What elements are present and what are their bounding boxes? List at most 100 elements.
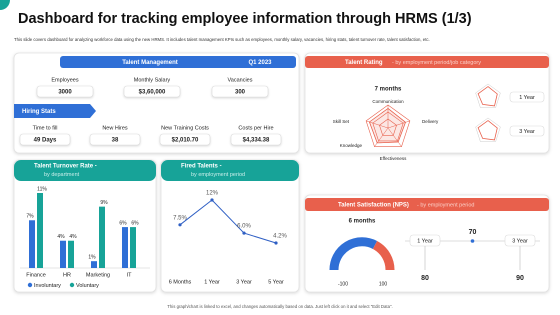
panel-title: Talent Management [122,60,178,66]
x-tick-label: HR [63,272,71,278]
satisfaction-period: 6 months [349,219,376,225]
hiring-label: Costs per Hire [238,125,273,131]
chart-title: Fired Talents - [181,164,222,170]
footer-note: This graph/chart is linked to excel, and… [167,304,392,309]
kpi-label: Employees [51,77,78,83]
kpi-value: 300 [235,89,246,95]
bar [37,193,43,268]
bar [29,220,35,268]
hiring-box [230,133,282,146]
panel-period: Q1 2023 [248,60,272,66]
gauge-max: 100 [379,281,388,287]
point [242,231,246,235]
value-label: 4% [69,234,77,240]
radar-axis-label: Effectiveness [380,156,407,161]
value-label: 9% [100,200,108,206]
hiring-tab [14,104,96,118]
panel-header [305,56,549,68]
radar-ring [365,104,411,147]
panel-title: Talent Rating [345,60,383,66]
value-label: 6% [131,220,139,226]
value-label: 1% [88,255,96,261]
hiring-box [159,133,211,146]
panel [304,52,550,154]
bar [91,261,97,268]
mini-radar [475,117,501,142]
page-title: Dashboard for tracking employee informat… [18,11,472,27]
bar [122,227,128,268]
panel-title: Talent Satisfaction (NPS) [338,203,409,209]
rating-period: 7 months [375,87,402,93]
period-box [509,91,545,103]
corner-decoration [0,0,10,10]
panel-header [305,198,549,211]
radar-shape [368,107,406,144]
radar-axis-label: Knowledge [340,143,363,148]
value-label: 7.5% [173,215,187,221]
nps-score: 70 [469,229,477,236]
panel [13,52,300,154]
hiring-box [89,133,141,146]
x-tick-label: Marketing [86,272,110,278]
radar-ring [372,111,404,142]
point [178,223,182,227]
point [274,241,278,245]
value-label: 4% [57,234,65,240]
kpi-label: Monthly Salary [134,77,171,83]
value-label: 6% [119,220,127,226]
hiring-label: New Training Costs [161,125,209,131]
gauge-blue [329,237,378,271]
legend-label: Involuntary [34,283,61,289]
period-label: 3 Year [512,238,528,244]
panel-subtitle: - by employment period/job category [392,60,481,66]
hiring-value: 38 [112,137,119,143]
panel-subtitle: - by employment period [417,202,474,208]
radar-axis-label: Delivery [422,119,439,124]
x-tick-label: IT [127,272,133,278]
kpi-label: Vacancies [228,77,253,83]
value-label: 11% [37,186,47,192]
kpi-value: $3,60,000 [139,89,166,95]
gauge-min: -100 [338,281,348,287]
hiring-box [19,133,71,146]
chart-subtitle: by department [44,172,80,178]
period-label: 1 Year [519,95,535,101]
panel-header [161,160,299,181]
radar-axis-label: Skill Set [333,119,350,124]
mini-radar-shape [477,86,498,107]
radar-axis-label: Communication [372,99,404,104]
legend-swatch [27,282,33,288]
kpi-box [211,85,269,98]
value-label: 7% [26,214,34,220]
kpi-box [36,85,94,98]
hiring-value: 49 Days [34,137,57,143]
point [210,198,214,202]
hiring-title: Hiring Stats [22,109,56,115]
period-label: 3 Year [519,129,535,135]
line [179,199,277,244]
period-label: 1 Year [417,238,433,244]
x-tick-label: 5 Year [268,279,284,285]
page-subtitle: This slide covers dashboard for analyzin… [14,37,430,42]
radar-ring [379,118,397,136]
x-tick-label: 3 Year [236,279,252,285]
nps-score: 80 [421,275,429,282]
chart-subtitle: by employment period [191,172,245,178]
x-tick-label: 1 Year [204,279,220,285]
hiring-value: $4,334.38 [243,137,270,143]
bar [99,206,105,268]
value-label: 4.2% [273,234,287,240]
x-tick-label: 6 Months [169,279,192,285]
timeline-dot [470,239,475,243]
hiring-label: New Hires [102,125,128,131]
radar-spoke [374,127,389,147]
period-box [509,125,545,137]
value-label: 12% [206,191,219,197]
kpi-box [123,85,181,98]
hiring-label: Time to fill [33,125,58,131]
legend-label: Voluntary [76,283,99,289]
value-label: 6.0% [237,224,251,230]
bar [68,240,74,268]
mini-radar-shape [477,120,498,141]
